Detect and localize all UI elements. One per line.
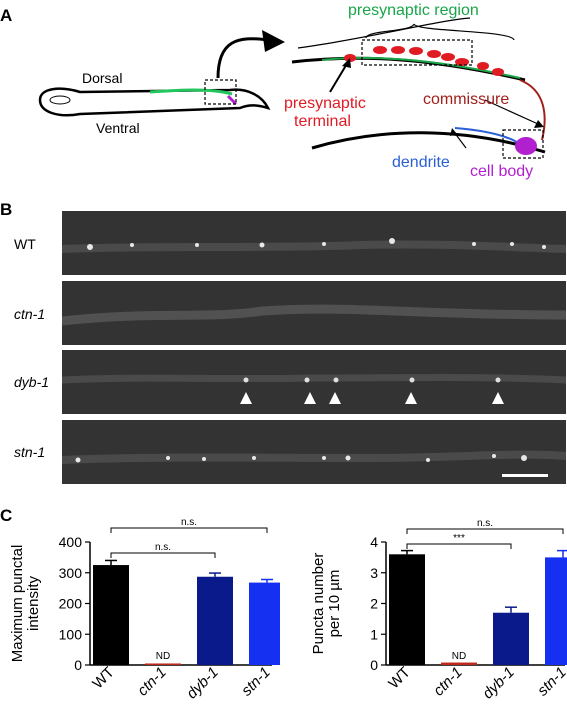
- y-tick-label: 2: [370, 596, 378, 612]
- significance-bracket-wt-stn1-label: n.s.: [181, 517, 197, 528]
- x-tick-label-ctn-1: ctn-1: [134, 664, 170, 700]
- bar-WT: [93, 565, 129, 665]
- bar-ctn-1: [145, 663, 181, 665]
- significance-bracket-wt-dyb1: [110, 552, 216, 558]
- nd-label: ND: [156, 651, 170, 662]
- significance-bracket-wt-dyb1-label: n.s.: [155, 542, 171, 553]
- nd-label: ND: [452, 651, 466, 662]
- label-presynaptic-region: presynaptic region: [348, 2, 479, 19]
- bar-ctn-1: [441, 662, 477, 665]
- strip-label-stn1: stn-1: [14, 444, 46, 460]
- y-tick-label: 4: [370, 534, 378, 550]
- strip-label-wt: WT: [14, 236, 36, 252]
- label-dendrite: dendrite: [392, 154, 450, 171]
- y-axis-label-line-2: per 10 µm: [326, 570, 343, 638]
- bar-stn-1: [545, 557, 567, 665]
- panel-a-diagram: Dorsal Ventral presynaptic region presyn…: [38, 2, 546, 180]
- bar-stn-1: [249, 582, 280, 665]
- x-tick-label-dyb-1: dyb-1: [183, 664, 222, 703]
- y-axis-label-line-1: Maximum punctal: [9, 545, 26, 663]
- label-presynaptic-terminal-1: presynaptic: [284, 95, 366, 112]
- significance-bracket-wt-stn1-label: n.s.: [477, 518, 493, 529]
- y-tick-label: 0: [74, 657, 82, 673]
- y-tick-label: 400: [59, 534, 83, 550]
- x-tick-label-WT: WT: [89, 664, 118, 693]
- x-tick-label-dyb-1: dyb-1: [479, 664, 518, 703]
- significance-bracket-wt-stn1: [110, 527, 268, 533]
- x-tick-label-WT: WT: [385, 664, 414, 693]
- panel-c-letter: C: [0, 506, 13, 525]
- micrograph-wt: [62, 211, 566, 275]
- y-tick-label: 1: [370, 626, 378, 642]
- arrowhead-icons: [240, 392, 504, 404]
- strip-label-ctn1: ctn-1: [14, 306, 46, 322]
- y-tick-label: 200: [59, 596, 83, 612]
- panel-b-letter: B: [0, 200, 13, 219]
- significance-bracket-wt-stn1: [406, 528, 564, 534]
- x-tick-label-ctn-1: ctn-1: [430, 664, 466, 700]
- y-tick-label: 300: [59, 565, 83, 581]
- x-tick-label-stn-1: stn-1: [534, 664, 567, 700]
- label-ventral: Ventral: [96, 120, 140, 136]
- micrograph-dyb1: [62, 350, 566, 414]
- y-tick-label: 100: [59, 626, 83, 642]
- significance-bracket-wt-dyb1-label: ***: [453, 533, 465, 544]
- label-dorsal: Dorsal: [82, 70, 122, 86]
- x-tick-label-stn-1: stn-1: [238, 664, 274, 700]
- bar-dyb-1: [493, 612, 529, 665]
- significance-bracket-wt-dyb1: [406, 543, 512, 549]
- y-axis-label-line-2: intensity: [25, 575, 42, 631]
- panel-a-letter: A: [0, 6, 13, 25]
- bar-dyb-1: [197, 576, 233, 665]
- scale-bar: [502, 474, 548, 477]
- chart-puncta-number: 0 1 2 3 4 Puncta number per 10 µm WT ctn-1 dyb-1 s…: [310, 518, 567, 703]
- bar-WT: [389, 554, 425, 665]
- chart-max-punctal-intensity: 0 100 200 300 400 Maximum punctal intensity WT c…: [9, 517, 280, 703]
- micrograph-stn1: [62, 420, 566, 484]
- micrograph-ctn1: [62, 281, 566, 345]
- label-cell-body: cell body: [470, 163, 533, 180]
- y-tick-label: 3: [370, 565, 378, 581]
- label-presynaptic-terminal-2: terminal: [294, 113, 351, 130]
- y-axis-label-line-1: Puncta number: [310, 553, 327, 655]
- strip-label-dyb1: dyb-1: [14, 374, 50, 390]
- y-tick-label: 0: [370, 657, 378, 673]
- label-commissure: commissure: [423, 91, 509, 108]
- worm-outline: [38, 79, 271, 117]
